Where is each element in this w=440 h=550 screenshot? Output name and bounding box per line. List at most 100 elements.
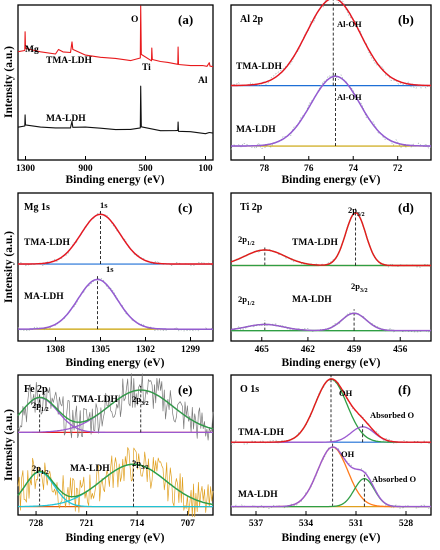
panel-f-title: O 1s	[240, 384, 259, 395]
panel-c-label: (c)	[178, 200, 192, 215]
panel-c-xtick-label-3: 1299	[181, 345, 200, 355]
panel-c-xtick-label-1: 1305	[91, 345, 110, 355]
panel-d-series-label-tma: TMA-LDH	[292, 238, 339, 248]
panel-c-peak-label-lower: 1s	[106, 264, 114, 274]
row3-ylabel: Intensity (a.u.)	[3, 409, 15, 481]
panel-a-label: (a)	[178, 12, 193, 27]
panel-b: 78 76 74 72 (b) Al 2p Binding energy (eV) T…	[230, 0, 432, 186]
panel-e-peak-label-lower-2p32: 2p3/2	[132, 458, 149, 471]
panel-b-raw-1	[230, 73, 432, 150]
panel-f-peak-label-lower-oh: OH	[341, 449, 355, 459]
panel-a-ylabel: Intensity (a.u.)	[3, 46, 15, 118]
panel-b-xtick-label-2: 74	[348, 164, 358, 174]
panel-a-series-1	[17, 85, 214, 135]
panel-f: 537 534 531 528 (f) O 1s Binding energy (eV…	[230, 374, 432, 544]
panel-d-raw-1	[230, 312, 432, 333]
panel-b-peak-label-upper: Al-OH	[337, 19, 362, 29]
panel-f-xtick-label-2: 531	[349, 519, 364, 529]
panel-e-fit-0	[17, 389, 214, 430]
panel-d-fit-0	[230, 212, 431, 267]
panel-d-peak-label-upper-2p32: 2p3/2	[348, 205, 365, 218]
panel-e-xtick-label-2: 714	[130, 519, 145, 529]
panel-e-fit-1	[17, 463, 214, 506]
panel-e-xtick-label-0: 728	[29, 519, 44, 529]
panel-b-series-label-ma: MA-LDH	[236, 125, 276, 135]
panel-d-xtick-label-1: 462	[301, 345, 316, 355]
panel-f-fit-0	[231, 378, 431, 443]
panel-d-peak-label-upper-2p12: 2p1/2	[238, 234, 255, 247]
panel-a-annotation-mg: Mg	[25, 45, 39, 55]
panel-b-label: (b)	[398, 12, 414, 27]
panel-d-peak-label-lower-2p32: 2p3/2	[351, 281, 368, 294]
panel-d-peak-label-lower-2p12: 2p1/2	[238, 294, 255, 307]
panel-d-xtick-label-2: 459	[347, 345, 362, 355]
panel-a-series-0	[17, 5, 214, 68]
panel-f-xtick-label-0: 537	[249, 519, 264, 529]
panel-c-xtick-label-2: 1302	[136, 345, 155, 355]
row2-ylabel: Intensity (a.u.)	[3, 231, 15, 303]
panel-e-component-0-0	[17, 397, 213, 434]
panel-b-xlabel: Binding energy (eV)	[281, 174, 380, 186]
panel-e-component-1-0	[17, 471, 213, 508]
panel-a-plot: 1300 900 500 100	[16, 5, 214, 174]
panel-e-plot: 728 721 714 707	[17, 373, 214, 529]
panel-a-annotation-o: O	[131, 15, 138, 25]
panel-a-xtick-label-2: 500	[138, 164, 153, 174]
panel-f-series-label-ma: MA-LDH	[238, 490, 278, 500]
panel-e-title: Fe 2p	[24, 384, 48, 395]
panel-d-plot: 465 462 459 456	[230, 208, 432, 355]
panel-e-xtick-label-1: 721	[79, 519, 94, 529]
panel-a-xtick-label-3: 100	[198, 164, 213, 174]
panel-f-xlabel: Binding energy (eV)	[281, 532, 380, 544]
panel-b-series-label-tma: TMA-LDH	[236, 62, 283, 72]
panel-d-xtick-label-3: 456	[393, 345, 408, 355]
panel-f-xtick-label-1: 534	[299, 519, 314, 529]
panel-d-xlabel: Binding energy (eV)	[281, 357, 380, 369]
panel-a: 1300 900 500 100 (a) Intensity (a.u.) Bindi…	[3, 4, 214, 186]
panel-a-series-label-ma: MA-LDH	[46, 114, 86, 124]
panel-f-peak-label-lower-absorbed: Absorbed O	[372, 474, 417, 484]
panel-c-series-label-tma: TMA-LDH	[24, 238, 71, 248]
panel-b-title: Al 2p	[240, 14, 264, 25]
panel-a-annotation-al: Al	[198, 76, 208, 86]
panel-d: 465 462 459 456 (d) Ti 2p Binding energy (e…	[230, 192, 432, 369]
panel-e-series-label-tma: TMA-LDH	[72, 395, 119, 405]
panel-e-xtick-label-3: 707	[181, 519, 196, 529]
panel-b-fit-1	[231, 75, 431, 147]
panel-d-xtick-label-0: 465	[255, 345, 270, 355]
panel-b-component-1-0	[231, 75, 431, 147]
panel-a-xlabel: Binding energy (eV)	[65, 174, 164, 186]
panel-a-xtick-label-0: 1300	[16, 164, 35, 174]
panel-a-frame	[17, 4, 214, 161]
panel-d-fit-1	[230, 312, 431, 332]
panel-c-series-label-ma: MA-LDH	[24, 292, 64, 302]
panel-d-label: (d)	[398, 200, 414, 215]
panel-f-plot: 537 534 531 528	[230, 375, 432, 529]
panel-d-series-label-ma: MA-LDH	[292, 295, 332, 305]
panel-c-fit-1	[18, 278, 213, 330]
panel-b-frame	[230, 4, 432, 161]
panel-f-peak-label-upper-absorbed: Absorbed O	[370, 410, 415, 420]
panel-f-peak-label-upper-oh: OH	[339, 388, 353, 398]
panel-e-xlabel: Binding energy (eV)	[65, 532, 164, 544]
panel-e-raw-0	[17, 373, 214, 441]
panel-e-label: (e)	[178, 382, 192, 397]
panel-b-xtick-label-1: 76	[304, 164, 314, 174]
panel-c-component-1-0	[18, 278, 213, 330]
panel-b-peak-label-lower: Al-OH	[337, 92, 362, 102]
panel-c-peak-label-upper: 1s	[100, 200, 108, 210]
panel-b-plot: 78 76 74 72	[230, 0, 432, 174]
panel-c: 1308 1305 1302 1299 (c) Mg 1s Binding energ…	[17, 192, 214, 369]
panel-e-raw-1	[17, 447, 214, 518]
panel-b-fit-0	[231, 0, 431, 87]
panel-c-xtick-label-0: 1308	[46, 345, 65, 355]
panel-f-series-label-tma: TMA-LDH	[238, 428, 285, 438]
panel-b-xtick-label-0: 78	[260, 164, 270, 174]
panel-e: 728 721 714 707 (e) Fe 2p Binding energy (e…	[17, 373, 214, 544]
panel-d-frame	[230, 192, 432, 342]
panel-f-frame	[230, 374, 432, 516]
panel-f-xtick-label-3: 528	[399, 519, 414, 529]
panel-e-peak-label-upper-2p32: 2p3/2	[132, 394, 149, 407]
panel-e-frame	[17, 374, 214, 516]
